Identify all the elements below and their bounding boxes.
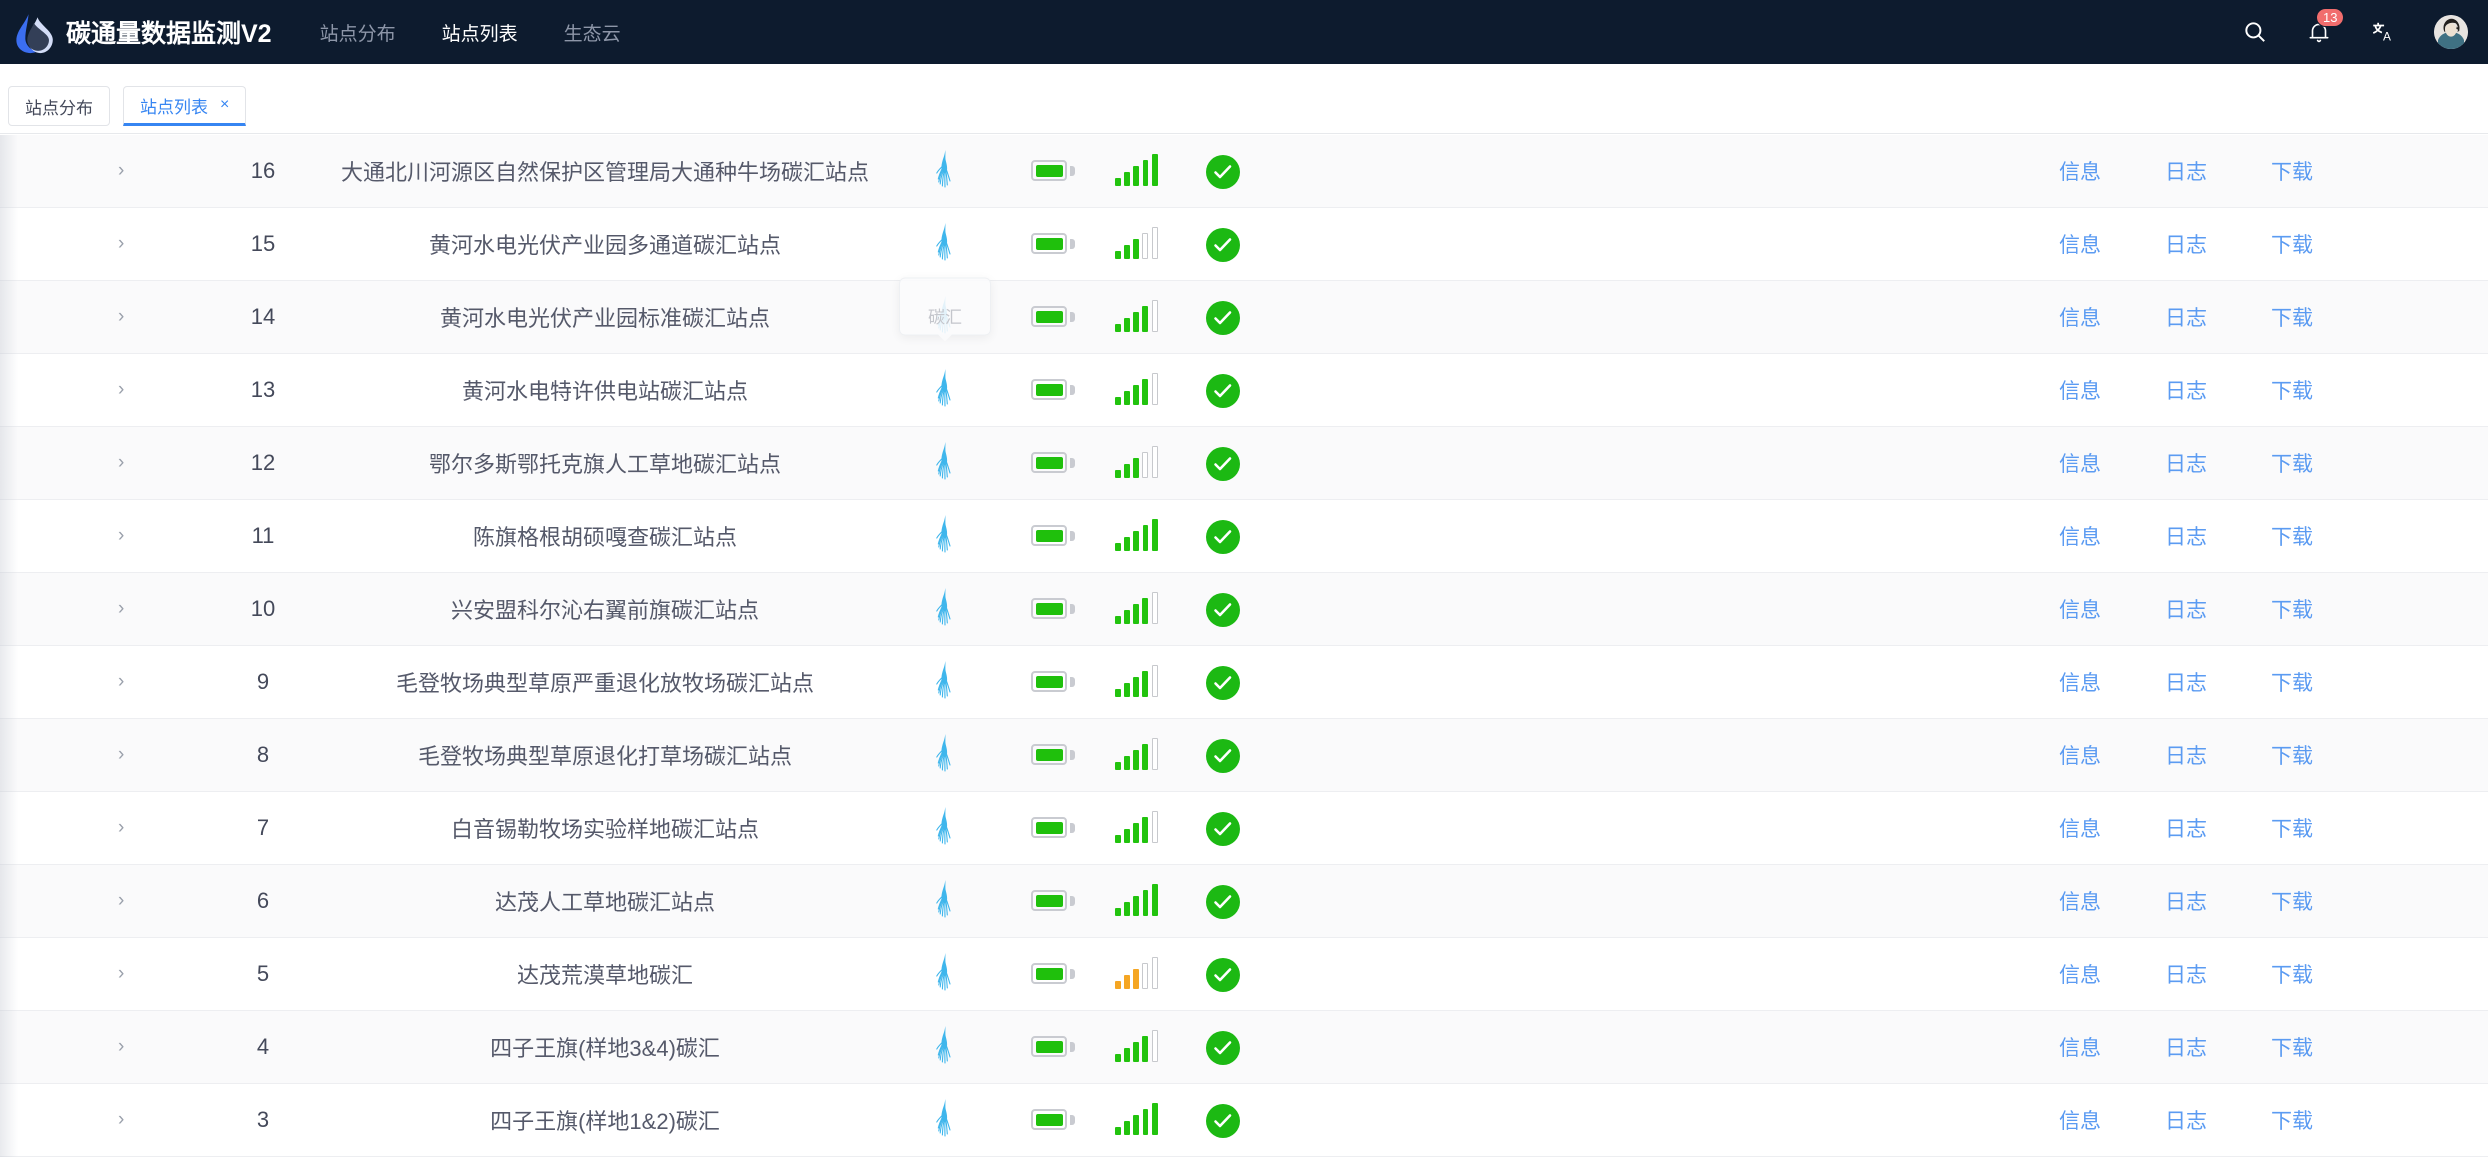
svg-text:A: A — [2383, 30, 2391, 44]
